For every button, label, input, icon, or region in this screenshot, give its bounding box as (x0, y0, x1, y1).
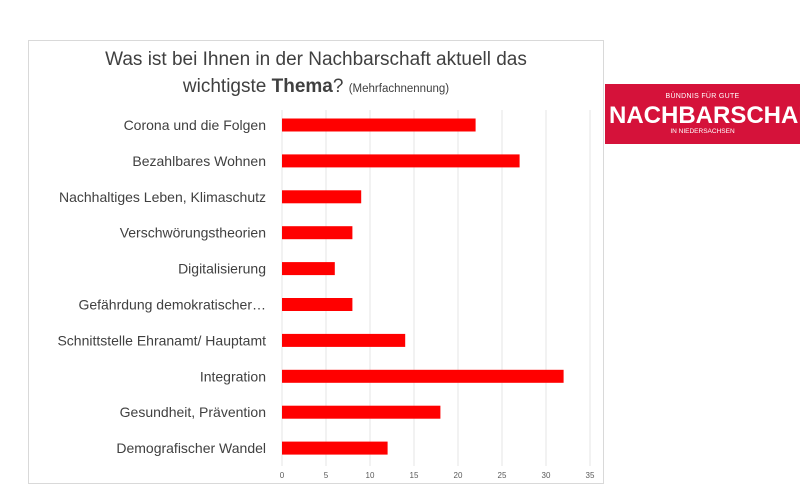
bar (282, 298, 353, 311)
bar (282, 154, 520, 168)
x-tick-label: 20 (454, 471, 463, 480)
category-label: Gefährdung demokratischer… (78, 297, 266, 313)
bars (282, 118, 564, 455)
chart-title-suffix: ? (332, 76, 344, 97)
bar (282, 441, 388, 455)
category-label: Schnittstelle Ehranamt/ Hauptamt (57, 332, 266, 348)
chart-title: Was ist bei Ihnen in der Nachbarschaft a… (28, 46, 604, 103)
chart-title-line2: wichtigste Thema? (Mehrfachnennung) (28, 73, 604, 103)
bar (282, 333, 406, 347)
x-tick-labels: 0 5 10 15 20 25 30 35 (280, 471, 595, 480)
category-label: Bezahlbares Wohnen (132, 153, 266, 169)
chart-title-bold: Thema (271, 76, 333, 97)
bar (282, 226, 353, 240)
bar (282, 190, 362, 204)
logo-line1: BÜNDNIS FÜR GUTE (665, 93, 740, 100)
x-tick-label: 35 (586, 471, 595, 480)
x-tick-label: 10 (366, 471, 375, 480)
logo-naechbarschaft: BÜNDNIS FÜR GUTE NACHBARSCHAFT IN NIEDER… (605, 84, 800, 144)
x-tick-label: 25 (498, 471, 507, 480)
x-tick-label: 30 (542, 471, 551, 480)
category-label: Corona und die Folgen (124, 117, 266, 133)
bar (282, 369, 564, 383)
bar (282, 262, 335, 276)
logo-line2: NACHBARSCHAFT (609, 102, 800, 129)
category-label: Digitalisierung (178, 261, 266, 277)
chart-title-line1: Was ist bei Ihnen in der Nachbarschaft a… (105, 49, 527, 70)
x-tick-label: 0 (280, 471, 285, 480)
category-label: Nachhaltiges Leben, Klimaschutz (59, 189, 266, 205)
x-tick-label: 15 (410, 471, 419, 480)
category-label: Integration (200, 368, 266, 384)
bar (282, 118, 476, 132)
logo-line3: IN NIEDERSACHSEN (670, 128, 735, 135)
category-label: Verschwörungstheorien (120, 225, 266, 241)
category-label: Demografischer Wandel (116, 440, 266, 456)
category-labels: Corona und die Folgen Bezahlbares Wohnen N… (57, 117, 266, 456)
bar (282, 405, 441, 419)
x-tick-label: 5 (324, 471, 329, 480)
chart-title-prefix: wichtigste (182, 76, 272, 97)
category-label: Gesundheit, Prävention (120, 404, 266, 420)
chart-title-note: (Mehrfachnennung) (348, 83, 450, 95)
